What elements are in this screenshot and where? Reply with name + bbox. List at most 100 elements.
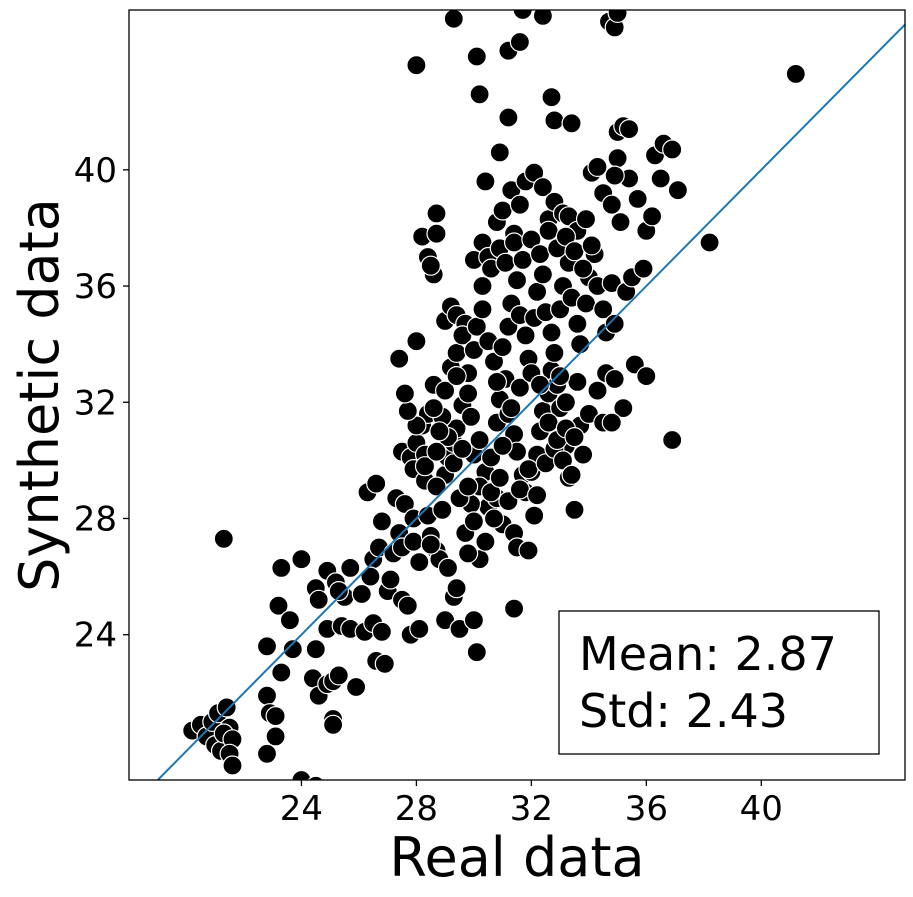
scatter-point: [581, 235, 602, 256]
scatter-point: [532, 10, 553, 26]
scatter-point: [575, 293, 597, 314]
scatter-point: [256, 685, 278, 706]
scatter-point: [409, 551, 430, 573]
scatter-point: [564, 499, 585, 520]
scatter-point: [423, 398, 444, 419]
scatter-point: [265, 705, 286, 727]
scatter-point: [452, 438, 473, 459]
scatter-point: [489, 467, 510, 488]
scatter-point: [518, 540, 539, 561]
stats-mean-text: Mean: 2.87: [579, 627, 837, 681]
scatter-point: [472, 299, 493, 320]
scatter-point: [492, 200, 513, 221]
scatter-point: [667, 180, 689, 201]
scatter-point: [414, 456, 436, 477]
scatter-point: [429, 421, 450, 442]
scatter-point: [541, 322, 562, 343]
scatter-point: [213, 528, 234, 549]
scatter-point: [389, 348, 410, 369]
y-tick-label: 40: [74, 151, 117, 191]
scatter-point: [458, 543, 479, 564]
scatter-point: [437, 557, 459, 579]
scatter-point: [532, 177, 554, 198]
scatter-point: [641, 206, 663, 227]
scatter-point: [518, 459, 539, 480]
scatter-point: [291, 549, 312, 570]
scatter-point: [426, 203, 447, 224]
scatter-point: [604, 368, 625, 390]
y-tick-label: 32: [74, 383, 117, 423]
x-axis-label: Real data: [389, 826, 644, 889]
scatter-point: [406, 331, 427, 352]
scatter-point: [380, 569, 401, 590]
scatter-point: [268, 595, 289, 616]
scatter-point: [426, 476, 447, 497]
scatter-point: [567, 313, 588, 334]
scatter-point: [607, 148, 628, 169]
scatter-point: [601, 194, 622, 215]
scatter-point: [323, 714, 344, 735]
scatter-point: [443, 10, 464, 29]
scatter-point: [265, 726, 286, 747]
scatter-point: [509, 31, 531, 53]
scatter-point: [403, 531, 424, 552]
scatter-point: [486, 371, 507, 392]
scatter-point: [607, 10, 628, 23]
scatter-point: [307, 775, 325, 780]
scatter-point: [305, 639, 326, 660]
scatter-point: [636, 366, 657, 387]
scatter-point: [564, 241, 585, 262]
scatter-point: [366, 473, 387, 494]
scatter-point: [650, 168, 671, 189]
scatter-point: [463, 511, 484, 532]
scatter-point: [256, 743, 278, 764]
scatter-point: [567, 371, 588, 392]
scatter-point: [492, 435, 513, 456]
scatter-point: [529, 244, 551, 265]
scatter-point: [555, 392, 577, 413]
scatter-point: [564, 427, 585, 448]
scatter-point: [544, 342, 565, 363]
scatter-point: [469, 429, 490, 451]
scatter-point: [532, 264, 554, 285]
scatter-point: [483, 508, 505, 529]
scatter-point: [613, 398, 634, 419]
scatter-point: [538, 412, 559, 433]
x-tick-label: 28: [395, 789, 438, 829]
scatter-point: [256, 636, 278, 657]
plot-frame: [128, 9, 906, 781]
scatter-point: [271, 662, 292, 683]
scatter-point: [561, 464, 582, 485]
scatter-point: [512, 10, 533, 21]
stats-std-text: Std: 2.43: [579, 684, 788, 738]
scatter-point: [308, 589, 329, 610]
x-tick-label: 36: [625, 789, 668, 829]
scatter-point: [618, 119, 640, 140]
scatter-point: [604, 313, 625, 334]
scatter-point: [506, 270, 528, 291]
scatter-point: [633, 258, 654, 279]
scatter-point: [351, 583, 372, 605]
scatter-point: [662, 139, 683, 160]
scatter-point: [501, 398, 522, 419]
scatter-point: [394, 383, 415, 404]
scatter-point: [291, 769, 312, 780]
scatter-point: [435, 380, 456, 401]
scatter-point: [489, 142, 510, 163]
scatter-point: [541, 87, 562, 108]
scatter-point: [503, 598, 525, 619]
stats-box-frame: [558, 610, 880, 755]
scatter-point: [371, 621, 392, 642]
scatter-point: [271, 557, 292, 579]
scatter-point: [216, 697, 237, 718]
scatter-point: [406, 55, 427, 76]
scatter-point: [570, 334, 591, 355]
identity-line: [157, 23, 906, 781]
scatter-point: [420, 255, 441, 276]
scatter-point: [222, 755, 243, 776]
x-tick-label: 24: [280, 789, 323, 829]
scatter-point: [515, 325, 536, 346]
scatter-point: [371, 511, 392, 532]
